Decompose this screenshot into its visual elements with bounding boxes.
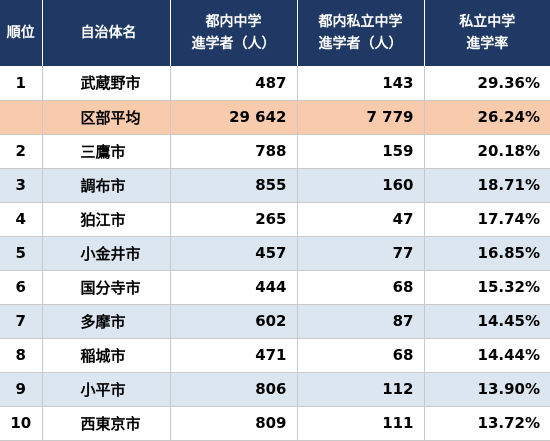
rank-cell: 1 (0, 66, 42, 100)
header-rate-line1: 私立中学 (425, 11, 550, 33)
header-public: 都内中学 進学者（人） (170, 0, 297, 66)
private-students-cell: 68 (297, 270, 424, 304)
rank-cell: 2 (0, 134, 42, 168)
header-rate: 私立中学 進学率 (424, 0, 550, 66)
private-rate-cell: 17.74% (424, 202, 550, 236)
municipality-cell: 稲城市 (42, 338, 170, 372)
private-rate-cell: 16.85% (424, 236, 550, 270)
private-students-cell: 112 (297, 372, 424, 406)
private-students-cell: 143 (297, 66, 424, 100)
rank-cell: 9 (0, 372, 42, 406)
private-rate-cell: 13.72% (424, 406, 550, 440)
private-rate-cell: 29.36% (424, 66, 550, 100)
header-row: 順位 自治体名 都内中学 進学者（人） 都内私立中学 進学者（人） 私立中学 進… (0, 0, 550, 66)
private-rate-cell: 15.32% (424, 270, 550, 304)
public-students-cell: 809 (170, 406, 297, 440)
municipality-cell: 小金井市 (42, 236, 170, 270)
municipality-cell: 西東京市 (42, 406, 170, 440)
municipality-cell: 狛江市 (42, 202, 170, 236)
public-students-cell: 457 (170, 236, 297, 270)
rank-cell: 3 (0, 168, 42, 202)
rank-cell: 10 (0, 406, 42, 440)
public-students-cell: 444 (170, 270, 297, 304)
public-students-cell: 855 (170, 168, 297, 202)
public-students-cell: 602 (170, 304, 297, 338)
municipality-cell: 武蔵野市 (42, 66, 170, 100)
header-private-line2: 進学者（人） (298, 33, 424, 55)
private-rate-cell: 14.45% (424, 304, 550, 338)
public-students-cell: 471 (170, 338, 297, 372)
private-students-cell: 77 (297, 236, 424, 270)
rank-cell: 5 (0, 236, 42, 270)
municipality-cell: 多摩市 (42, 304, 170, 338)
municipality-cell: 区部平均 (42, 100, 170, 134)
rank-cell: 7 (0, 304, 42, 338)
rank-cell: 8 (0, 338, 42, 372)
public-students-cell: 487 (170, 66, 297, 100)
rank-cell: 6 (0, 270, 42, 304)
private-rate-cell: 20.18% (424, 134, 550, 168)
public-students-cell: 29 642 (170, 100, 297, 134)
municipality-cell: 調布市 (42, 168, 170, 202)
private-students-cell: 159 (297, 134, 424, 168)
header-public-line2: 進学者（人） (171, 33, 297, 55)
rank-cell: 4 (0, 202, 42, 236)
header-name: 自治体名 (42, 0, 170, 66)
private-rate-cell: 13.90% (424, 372, 550, 406)
municipality-cell: 小平市 (42, 372, 170, 406)
private-students-cell: 160 (297, 168, 424, 202)
private-students-cell: 47 (297, 202, 424, 236)
private-students-cell: 111 (297, 406, 424, 440)
rank-cell (0, 100, 42, 134)
public-students-cell: 806 (170, 372, 297, 406)
private-students-cell: 68 (297, 338, 424, 372)
header-rank: 順位 (0, 0, 42, 66)
table-header: 順位 自治体名 都内中学 進学者（人） 都内私立中学 進学者（人） 私立中学 進… (0, 0, 550, 66)
header-public-line1: 都内中学 (171, 11, 297, 33)
public-students-cell: 265 (170, 202, 297, 236)
public-students-cell: 788 (170, 134, 297, 168)
municipality-cell: 三鷹市 (42, 134, 170, 168)
header-private: 都内私立中学 進学者（人） (297, 0, 424, 66)
header-private-line1: 都内私立中学 (298, 11, 424, 33)
private-rate-cell: 26.24% (424, 100, 550, 134)
private-students-cell: 87 (297, 304, 424, 338)
private-rate-cell: 18.71% (424, 168, 550, 202)
municipality-cell: 国分寺市 (42, 270, 170, 304)
private-students-cell: 7 779 (297, 100, 424, 134)
private-rate-cell: 14.44% (424, 338, 550, 372)
header-rate-line2: 進学率 (425, 33, 550, 55)
